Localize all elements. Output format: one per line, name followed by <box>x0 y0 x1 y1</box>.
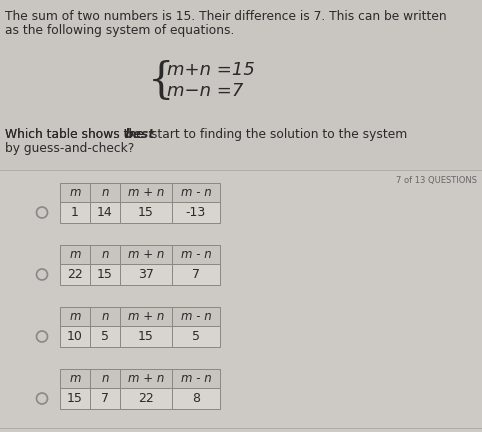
Bar <box>90 326 120 347</box>
Bar <box>90 307 120 326</box>
Bar <box>60 369 90 388</box>
Text: {: { <box>148 60 174 102</box>
Text: 5: 5 <box>101 330 109 343</box>
Bar <box>60 307 90 326</box>
Text: m: m <box>69 372 81 385</box>
Text: m - n: m - n <box>181 248 212 261</box>
Text: 7: 7 <box>101 392 109 405</box>
Bar <box>60 326 90 347</box>
Text: 14: 14 <box>97 206 113 219</box>
Bar <box>172 326 220 347</box>
Text: by guess-and-check?: by guess-and-check? <box>5 142 134 155</box>
Text: 7 of 13 QUESTIONS: 7 of 13 QUESTIONS <box>396 176 477 185</box>
Text: best: best <box>125 128 155 141</box>
Text: 22: 22 <box>67 268 83 281</box>
Bar <box>120 264 172 285</box>
Bar <box>60 202 90 223</box>
Bar <box>90 183 120 202</box>
Text: m: m <box>69 248 81 261</box>
Bar <box>120 245 172 264</box>
Text: 37: 37 <box>138 268 154 281</box>
Text: m + n: m + n <box>128 372 164 385</box>
Text: 15: 15 <box>67 392 83 405</box>
Text: n: n <box>101 186 109 199</box>
Text: 15: 15 <box>138 206 154 219</box>
Text: Which table shows the: Which table shows the <box>5 128 147 141</box>
Bar <box>120 202 172 223</box>
Text: Which table shows the: Which table shows the <box>5 128 147 141</box>
Text: n: n <box>101 310 109 323</box>
Text: m: m <box>69 186 81 199</box>
Text: m - n: m - n <box>181 310 212 323</box>
Text: m + n: m + n <box>128 186 164 199</box>
Text: Which table shows the ​​​​​​​​best​​​​​​ start to finding the solution to the sy: Which table shows the ​​​​​​​​best​​​​​​… <box>5 128 434 141</box>
Text: as the following system of equations.: as the following system of equations. <box>5 24 234 37</box>
Bar <box>172 202 220 223</box>
Bar <box>60 388 90 409</box>
Text: m - n: m - n <box>181 372 212 385</box>
Bar <box>120 307 172 326</box>
Bar <box>172 307 220 326</box>
Bar <box>120 369 172 388</box>
Text: m: m <box>69 310 81 323</box>
Bar <box>172 183 220 202</box>
Text: 22: 22 <box>138 392 154 405</box>
Text: 7: 7 <box>192 268 200 281</box>
Bar <box>172 388 220 409</box>
Bar <box>172 245 220 264</box>
Text: 1: 1 <box>71 206 79 219</box>
Bar <box>60 183 90 202</box>
Bar <box>120 326 172 347</box>
Bar <box>172 264 220 285</box>
Text: m + n: m + n <box>128 310 164 323</box>
Text: 5: 5 <box>192 330 200 343</box>
Text: 15: 15 <box>138 330 154 343</box>
Text: m+n =15: m+n =15 <box>167 61 255 79</box>
Bar <box>0 170 482 432</box>
Text: m + n: m + n <box>128 248 164 261</box>
Text: m−n =7: m−n =7 <box>167 82 243 100</box>
Text: start to finding the solution to the system: start to finding the solution to the sys… <box>147 128 407 141</box>
Text: The sum of two numbers is 15. Their difference is 7. This can be written: The sum of two numbers is 15. Their diff… <box>5 10 447 23</box>
Bar <box>60 245 90 264</box>
Bar <box>120 388 172 409</box>
Bar <box>120 183 172 202</box>
Bar <box>90 202 120 223</box>
Text: -13: -13 <box>186 206 206 219</box>
Text: n: n <box>101 372 109 385</box>
Bar <box>0 0 482 170</box>
Bar <box>172 369 220 388</box>
Bar <box>90 264 120 285</box>
Text: n: n <box>101 248 109 261</box>
Bar <box>60 264 90 285</box>
Text: 10: 10 <box>67 330 83 343</box>
Text: 15: 15 <box>97 268 113 281</box>
Bar <box>90 388 120 409</box>
Bar <box>90 369 120 388</box>
Text: m - n: m - n <box>181 186 212 199</box>
Bar <box>90 245 120 264</box>
Text: 8: 8 <box>192 392 200 405</box>
